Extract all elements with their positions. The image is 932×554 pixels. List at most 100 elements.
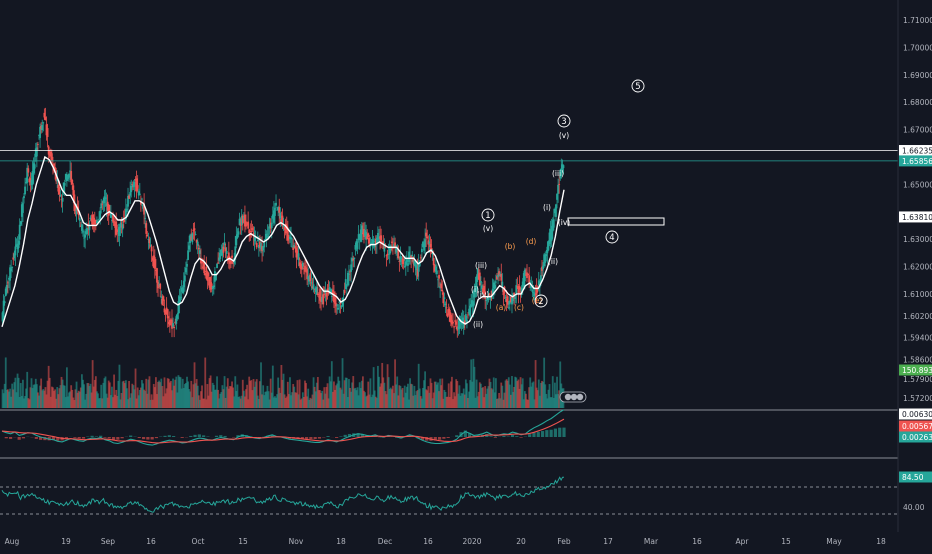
price-tick-label: 1.69000: [903, 71, 932, 80]
candle-body: [542, 266, 544, 270]
candle-body: [452, 322, 454, 324]
macd-histogram-bar: [314, 437, 317, 439]
candle-body: [185, 268, 187, 272]
level-price-label: 1.65856: [902, 157, 932, 166]
candle-body: [313, 284, 315, 289]
macd-histogram-bar: [138, 437, 141, 438]
macd-histogram-bar: [339, 436, 342, 437]
price-tick-label: 1.65000: [903, 180, 932, 189]
candle-body: [407, 263, 409, 266]
candle-body: [223, 247, 225, 253]
price-tick-label: 1.63000: [903, 235, 932, 244]
indicator-badge[interactable]: [560, 392, 586, 402]
candle-body: [508, 307, 510, 308]
candle-body: [104, 196, 106, 203]
candle-body: [387, 254, 389, 255]
candle-body: [282, 216, 284, 223]
wave-label: (d): [526, 237, 537, 246]
macd-histogram-bar: [202, 435, 205, 437]
candle-body: [257, 240, 259, 241]
candle-body: [436, 271, 438, 275]
candle-body: [204, 273, 206, 275]
candle-body: [186, 264, 188, 267]
candle-body: [263, 242, 265, 247]
price-tick-label: 1.62000: [903, 263, 932, 272]
candle-body: [479, 273, 481, 286]
candle-body: [41, 125, 43, 130]
candle-body: [208, 272, 210, 276]
time-tick-label: Oct: [192, 537, 205, 546]
candle-body: [368, 238, 370, 243]
time-tick-label: 20: [516, 537, 526, 546]
macd-histogram-bar: [5, 437, 8, 438]
candle-body: [198, 248, 200, 249]
candle-body: [116, 229, 118, 232]
macd-histogram-bar: [550, 430, 553, 437]
candle-body: [441, 290, 443, 292]
candle-body: [98, 219, 100, 220]
price-tick-label: 1.68000: [903, 98, 932, 107]
candle-body: [403, 259, 405, 261]
candle-body: [425, 233, 427, 237]
candle-body: [291, 247, 293, 248]
time-tick-label: 17: [603, 537, 613, 546]
candle-body: [163, 296, 165, 301]
time-tick-label: Sep: [101, 537, 115, 546]
candle-body: [89, 226, 91, 230]
candle-body: [485, 300, 487, 301]
candle-body: [331, 296, 333, 297]
candle-body: [514, 296, 516, 299]
macd-value-label: 0.00263: [902, 433, 932, 442]
candle-body: [83, 238, 85, 239]
price-tick-label: 1.61000: [903, 290, 932, 299]
candle-body: [353, 258, 355, 259]
candle-body: [82, 231, 84, 232]
candle-body: [184, 275, 186, 281]
macd-histogram-bar: [532, 433, 535, 437]
candle-body: [438, 275, 440, 279]
macd-histogram-bar: [494, 437, 497, 438]
candle-body: [556, 194, 558, 200]
candle-body: [558, 184, 560, 185]
time-tick-label: Dec: [378, 537, 393, 546]
candle-body: [380, 235, 382, 242]
candle-body: [437, 279, 439, 280]
candle-body: [195, 234, 197, 235]
macd-histogram-bar: [318, 437, 321, 439]
macd-histogram-bar: [537, 432, 540, 437]
candle-body: [81, 224, 83, 231]
candle-body: [64, 183, 66, 186]
candle-body: [311, 282, 313, 283]
candle-body: [345, 279, 347, 289]
macd-histogram-bar: [502, 436, 505, 437]
price-tick-label: 1.70000: [903, 43, 932, 52]
candle-body: [526, 272, 528, 278]
macd-histogram-bar: [121, 437, 124, 438]
candle-body: [271, 223, 273, 228]
wave-label: (c): [514, 303, 524, 312]
volume-label: 150.893K: [902, 366, 932, 375]
candle-body: [275, 203, 277, 206]
candle-body: [252, 228, 254, 230]
macd-histogram-bar: [219, 435, 222, 437]
candle-body: [421, 249, 423, 252]
candle-body: [172, 323, 174, 327]
candle-body: [86, 228, 88, 234]
candle-body: [323, 294, 325, 295]
candle-body: [160, 296, 162, 297]
candle-body: [176, 314, 178, 319]
candle-body: [205, 267, 207, 272]
candle-body: [194, 228, 196, 230]
macd-histogram-bar: [116, 437, 119, 440]
candle-body: [467, 315, 469, 316]
candle-body: [350, 264, 352, 271]
candle-body: [386, 255, 388, 256]
macd-histogram-bar: [215, 436, 218, 437]
candle-body: [128, 196, 130, 199]
candle-body: [151, 246, 153, 251]
wave-label: (iii): [475, 261, 487, 270]
wave-4-target-box: [568, 218, 664, 225]
candle-body: [150, 245, 152, 247]
